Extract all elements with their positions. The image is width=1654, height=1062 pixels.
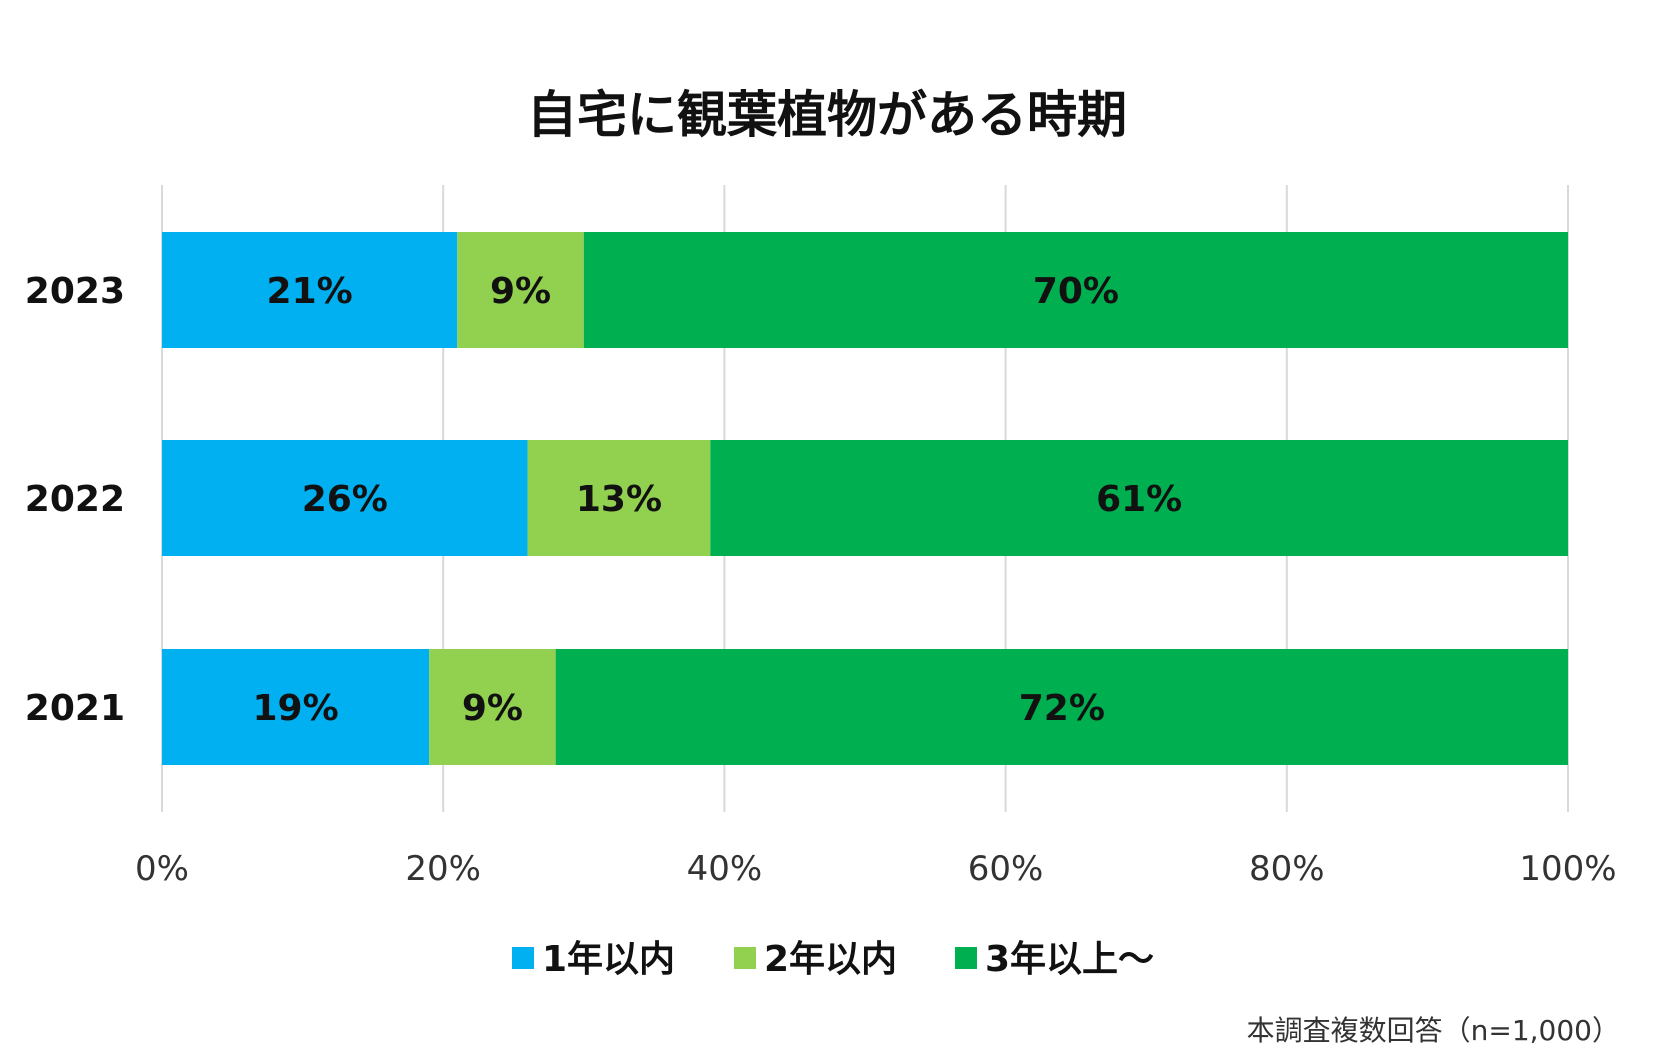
chart-title: 自宅に観葉植物がある時期 — [527, 86, 1127, 144]
x-tick-label: 80% — [1249, 849, 1325, 889]
bar-segment — [583, 232, 1568, 348]
legend-label: 3年以上～ — [985, 939, 1154, 980]
bar-segment — [710, 440, 1568, 556]
bar-segment — [429, 649, 556, 765]
data-label: 72% — [1019, 688, 1105, 729]
bar-segment — [162, 232, 458, 348]
x-tick-label: 40% — [687, 849, 763, 889]
bars: 21% 9% 70% 26% 13% 61% 19% 9% 72% — [162, 232, 1568, 765]
x-tick-label: 60% — [968, 849, 1044, 889]
data-label: 21% — [267, 271, 353, 312]
x-tick-label: 20% — [405, 849, 481, 889]
x-tick-label: 100% — [1519, 849, 1616, 889]
data-label: 26% — [302, 479, 388, 520]
bar-segment — [555, 649, 1568, 765]
data-label: 13% — [576, 479, 662, 520]
legend-swatch — [512, 947, 534, 969]
legend: 1年以内 2年以内 3年以上～ — [512, 939, 1154, 980]
category-label: 2023 — [25, 271, 125, 312]
data-label: 19% — [252, 688, 338, 729]
bar-segment — [162, 440, 528, 556]
data-label: 70% — [1033, 271, 1119, 312]
bar-segment — [457, 232, 584, 348]
legend-label: 2年以内 — [764, 939, 897, 980]
category-label: 2022 — [25, 479, 125, 520]
x-tick-label: 0% — [135, 849, 189, 889]
x-axis-ticks: 0% 20% 40% 60% 80% 100% — [135, 849, 1617, 889]
category-label: 2021 — [25, 688, 125, 729]
legend-swatch — [734, 947, 756, 969]
data-label: 61% — [1096, 479, 1182, 520]
legend-swatch — [955, 947, 977, 969]
category-labels: 2023 2022 2021 — [25, 271, 125, 729]
data-label: 9% — [490, 271, 551, 312]
bar-segment — [162, 649, 430, 765]
bar-segment — [527, 440, 711, 556]
legend-label: 1年以内 — [542, 939, 675, 980]
data-label: 9% — [462, 688, 523, 729]
footnote: 本調査複数回答（n=1,000） — [1247, 1014, 1620, 1047]
